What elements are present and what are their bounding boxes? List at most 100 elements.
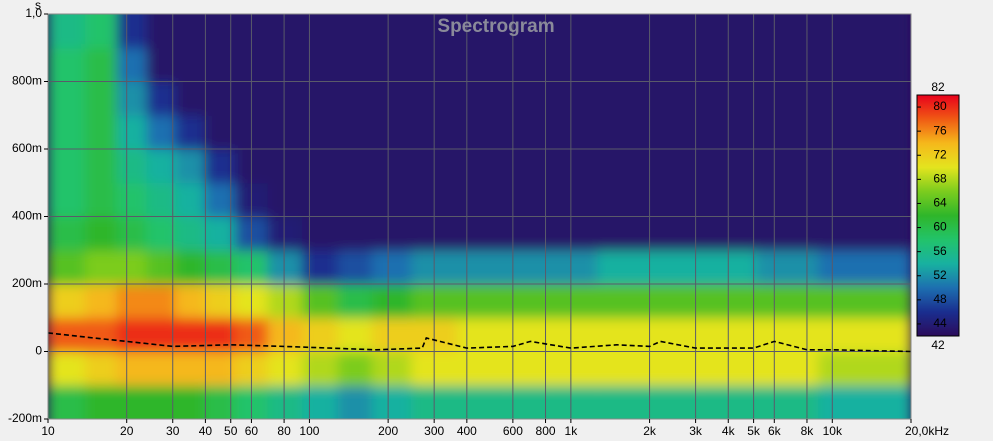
heat-cell bbox=[818, 149, 911, 184]
heat-cell bbox=[649, 47, 703, 82]
heat-cell bbox=[818, 47, 911, 82]
heat-cell bbox=[597, 216, 651, 251]
heat-cell bbox=[755, 250, 819, 285]
y-tick-label: 200m bbox=[12, 276, 42, 290]
heat-cell bbox=[701, 250, 757, 285]
x-tick-label: 50 bbox=[224, 424, 238, 438]
heat-cell bbox=[116, 250, 148, 285]
heat-cell bbox=[457, 216, 506, 251]
heat-cell bbox=[85, 115, 118, 150]
heat-cell bbox=[371, 351, 412, 386]
heat-cell bbox=[48, 182, 86, 217]
heat-cell bbox=[457, 182, 506, 217]
heat-cell bbox=[371, 385, 412, 419]
heat-cell bbox=[175, 182, 206, 217]
heat-cell bbox=[146, 14, 177, 49]
heat-cell bbox=[146, 250, 177, 285]
heat-cell bbox=[146, 149, 177, 184]
heat-cell bbox=[597, 250, 651, 285]
heat-cell bbox=[649, 385, 703, 419]
colorbar-tick-label: 60 bbox=[933, 220, 947, 234]
heat-cell bbox=[302, 284, 339, 319]
heat-cell bbox=[146, 47, 177, 82]
x-tick-label: 80 bbox=[277, 424, 291, 438]
heat-cell bbox=[755, 182, 819, 217]
heat-cell bbox=[85, 149, 118, 184]
heat-cell bbox=[48, 81, 86, 116]
heat-cell bbox=[371, 182, 412, 217]
heat-cell bbox=[505, 250, 552, 285]
colorbar-tick-label: 68 bbox=[933, 172, 947, 186]
colorbar-tick-label: 52 bbox=[933, 268, 947, 282]
heat-cell bbox=[755, 351, 819, 386]
heat-cell bbox=[701, 385, 757, 419]
heat-cell bbox=[337, 182, 373, 217]
heat-cell bbox=[175, 216, 206, 251]
heat-cell bbox=[457, 81, 506, 116]
x-tick-label: 100 bbox=[299, 424, 319, 438]
heat-cell bbox=[302, 115, 339, 150]
heat-cell bbox=[649, 81, 703, 116]
heat-cell bbox=[48, 14, 86, 49]
heat-cell bbox=[85, 317, 118, 352]
heat-cell bbox=[267, 149, 303, 184]
heat-cell bbox=[818, 115, 911, 150]
x-tick-label: 60 bbox=[245, 424, 259, 438]
y-axis-label: s bbox=[35, 0, 41, 12]
heat-cell bbox=[48, 351, 86, 386]
heat-cell bbox=[505, 284, 552, 319]
heat-cell bbox=[550, 182, 599, 217]
heat-cell bbox=[302, 47, 339, 82]
heat-cell bbox=[175, 149, 206, 184]
heat-cell bbox=[85, 47, 118, 82]
heat-cell bbox=[48, 385, 86, 419]
x-tick-label: 20,0kHz bbox=[905, 424, 949, 438]
heat-cell bbox=[146, 216, 177, 251]
heat-cell bbox=[116, 284, 148, 319]
heat-cell bbox=[755, 284, 819, 319]
heat-cell bbox=[337, 14, 373, 49]
heat-cell bbox=[371, 149, 412, 184]
heat-cell bbox=[267, 115, 303, 150]
heat-cell bbox=[597, 385, 651, 419]
heat-cell bbox=[649, 182, 703, 217]
colorbar-tick-label: 80 bbox=[933, 99, 947, 113]
heat-cell bbox=[755, 81, 819, 116]
heat-cell bbox=[818, 250, 911, 285]
colorbar-tick-label: 64 bbox=[933, 196, 947, 210]
heat-cell bbox=[457, 385, 506, 419]
heat-cell bbox=[337, 149, 373, 184]
heat-cell bbox=[302, 351, 339, 386]
heat-cell bbox=[175, 115, 206, 150]
heat-cell bbox=[701, 47, 757, 82]
heat-cell bbox=[371, 317, 412, 352]
x-tick-label: 5k bbox=[747, 424, 761, 438]
heat-cell bbox=[85, 216, 118, 251]
heat-cell bbox=[597, 284, 651, 319]
heat-cell bbox=[550, 115, 599, 150]
heat-cell bbox=[649, 317, 703, 352]
colorbar-tick-label: 44 bbox=[933, 316, 947, 330]
heat-cell bbox=[116, 115, 148, 150]
heat-cell bbox=[175, 385, 206, 419]
heat-cell bbox=[85, 284, 118, 319]
heat-cell bbox=[457, 14, 506, 49]
heat-cell bbox=[701, 149, 757, 184]
heat-cell bbox=[85, 351, 118, 386]
x-tick-label: 30 bbox=[166, 424, 180, 438]
colorbar-tick-label: 56 bbox=[933, 244, 947, 258]
decay-line-group bbox=[48, 332, 911, 353]
heat-cell bbox=[85, 81, 118, 116]
heat-cell bbox=[649, 216, 703, 251]
x-tick-label: 1k bbox=[565, 424, 579, 438]
heat-cell bbox=[85, 14, 118, 49]
heat-cell bbox=[597, 47, 651, 82]
chart-title: Spectrogram bbox=[437, 16, 554, 37]
heat-cell bbox=[550, 47, 599, 82]
heat-cell bbox=[701, 81, 757, 116]
heat-cell bbox=[267, 81, 303, 116]
heat-cell bbox=[302, 14, 339, 49]
heat-cell bbox=[457, 351, 506, 386]
heat-cell bbox=[48, 250, 86, 285]
